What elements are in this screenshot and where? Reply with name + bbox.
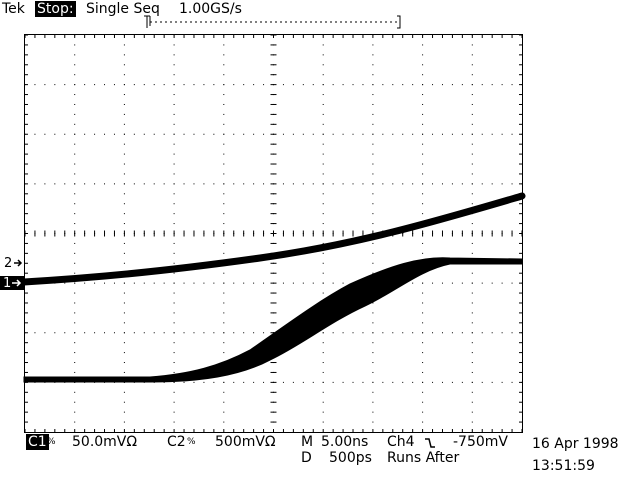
ch1-coupling-icon: % xyxy=(47,437,56,447)
ch2-label: C2 xyxy=(167,434,186,450)
date-readout: 16 Apr 1998 xyxy=(532,436,619,452)
ch2-marker xyxy=(14,259,23,267)
ch2-coupling-icon: % xyxy=(187,437,196,447)
brand-label: Tek xyxy=(2,1,25,17)
record-bracket xyxy=(144,15,401,29)
trigger-level: -750mV xyxy=(453,434,508,450)
trigger-source: Ch4 xyxy=(387,434,415,450)
graticule-grid xyxy=(24,34,523,432)
falling-edge-icon xyxy=(425,438,435,448)
ch1-label: C1 xyxy=(26,434,49,450)
ch1-scale: 50.0mVΩ xyxy=(72,434,138,450)
ch2-scale: 500mVΩ xyxy=(215,434,276,450)
delayed-timebase-value: 500ps xyxy=(329,450,372,466)
trigger-holdoff-mode: Runs After xyxy=(387,450,460,466)
time-readout: 13:51:59 xyxy=(532,458,595,474)
ch2-trace xyxy=(20,192,526,286)
ch2-marker-number: 2 xyxy=(4,256,13,271)
acquisition-state-badge: Stop: xyxy=(35,1,76,17)
acquisition-mode: Single Seq xyxy=(86,1,160,17)
ch1-trace-envelope xyxy=(23,257,523,383)
main-timebase-label: M xyxy=(301,434,314,450)
ch1-marker-number: 1 xyxy=(3,276,12,291)
sample-rate: 1.00GS/s xyxy=(179,1,242,17)
delayed-timebase-label: D xyxy=(301,450,312,466)
ch1-marker xyxy=(0,276,24,290)
main-timebase-value: 5.00ns xyxy=(321,434,369,450)
